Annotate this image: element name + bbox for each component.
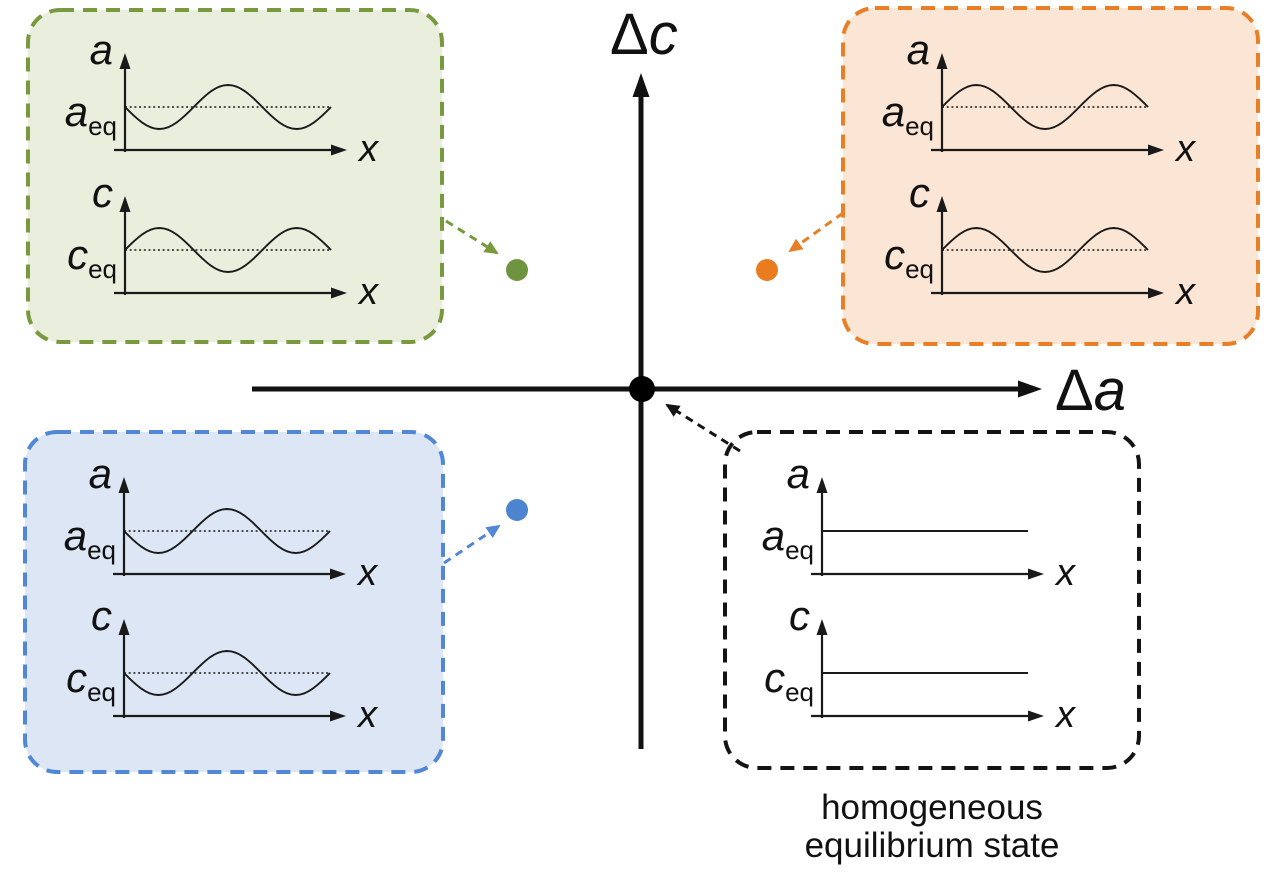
- blue-panel-c-plot: c ceq x: [66, 592, 379, 736]
- mini-y-axis-label: c: [91, 592, 112, 639]
- mini-x-axis-label: x: [1054, 694, 1077, 736]
- mini-eq-label: aeq: [762, 512, 814, 565]
- mini-x-axis-arrowhead: [331, 144, 347, 156]
- green-panel: [26, 8, 444, 344]
- mini-plot: c ceq x: [67, 169, 380, 313]
- orange-panel: [841, 6, 1260, 346]
- orange-panel-a-plot: a aeq x: [882, 26, 1197, 170]
- equilibrium-panel-a-plot: a aeq x: [762, 450, 1077, 594]
- mini-x-axis-arrowhead: [1148, 144, 1164, 156]
- equilibrium-caption-line2: equilibrium state: [805, 826, 1060, 865]
- delta-c-axis-arrowhead: [632, 73, 650, 97]
- mini-eq-label: ceq: [67, 231, 117, 284]
- mini-x-axis-label: x: [357, 271, 380, 313]
- blue-panel: [23, 430, 445, 774]
- mini-y-axis-arrowhead: [936, 53, 948, 69]
- mini-y-axis-arrowhead: [119, 196, 131, 212]
- mini-signal-curve: [123, 508, 331, 554]
- mini-eq-label: aeq: [65, 88, 117, 141]
- green-panel-c-plot: c ceq x: [67, 169, 380, 313]
- orange-state-dot: [756, 259, 778, 281]
- green-pointer-arrow: [445, 219, 499, 255]
- mini-x-axis-label: x: [1174, 128, 1197, 170]
- mini-y-axis-arrowhead: [119, 53, 131, 69]
- mini-eq-label: ceq: [764, 654, 814, 707]
- blue-pointer-arrow: [443, 524, 501, 565]
- orange-panel-c-plot: c ceq x: [884, 169, 1197, 313]
- mini-y-axis-label: a: [90, 26, 113, 73]
- mini-x-axis-arrowhead: [1148, 287, 1164, 299]
- mini-x-axis-label: x: [1174, 271, 1197, 313]
- mini-x-axis-arrowhead: [1028, 710, 1044, 722]
- mini-x-axis-label: x: [1054, 552, 1077, 594]
- mini-y-axis-label: c: [909, 169, 930, 216]
- blue-panel-a-plot: a aeq x: [64, 450, 379, 594]
- mini-signal-curve: [941, 84, 1149, 130]
- mini-plot: c ceq x: [884, 169, 1197, 313]
- mini-y-axis-label: c: [789, 592, 810, 639]
- delta-c-axis-label: Δc: [610, 2, 678, 67]
- mini-x-axis-arrowhead: [331, 287, 347, 299]
- mini-y-axis-label: a: [89, 450, 112, 497]
- origin-dot: [629, 376, 655, 402]
- mini-plot: a aeq x: [882, 26, 1197, 170]
- mini-eq-label: aeq: [882, 88, 934, 141]
- mini-x-axis-label: x: [356, 552, 379, 594]
- mini-y-axis-arrowhead: [936, 196, 948, 212]
- mini-y-axis-arrowhead: [816, 619, 828, 635]
- mini-plot: c ceq x: [66, 592, 379, 736]
- mini-x-axis-arrowhead: [330, 568, 346, 580]
- mini-plot: a aeq x: [65, 26, 380, 170]
- mini-eq-label: ceq: [884, 231, 934, 284]
- mini-y-axis-arrowhead: [118, 477, 130, 493]
- green-state-dot: [506, 259, 528, 281]
- mini-signal-curve: [124, 84, 332, 130]
- mini-y-axis-arrowhead: [816, 477, 828, 493]
- mini-signal-curve: [124, 227, 332, 273]
- mini-signal-curve: [941, 227, 1149, 273]
- delta-a-axis-label: Δa: [1055, 358, 1126, 423]
- mini-plot: c ceq x: [764, 592, 1077, 736]
- delta-a-axis-arrowhead: [1018, 380, 1042, 398]
- mini-y-axis-label: a: [907, 26, 930, 73]
- equilibrium-panel: [723, 430, 1141, 770]
- mini-x-axis-label: x: [356, 694, 379, 736]
- orange-pointer-arrow: [788, 211, 844, 253]
- equilibrium-panel-c-plot: c ceq x: [764, 592, 1077, 736]
- mini-x-axis-arrowhead: [1028, 568, 1044, 580]
- mini-y-axis-label: c: [92, 169, 113, 216]
- mini-eq-label: aeq: [64, 512, 116, 565]
- mini-plot: a aeq x: [64, 450, 379, 594]
- mini-eq-label: ceq: [66, 654, 116, 707]
- blue-state-dot: [506, 499, 528, 521]
- mini-x-axis-arrowhead: [330, 710, 346, 722]
- mini-y-axis-label: a: [787, 450, 810, 497]
- black-pointer-arrow: [665, 403, 741, 453]
- mini-x-axis-label: x: [357, 128, 380, 170]
- equilibrium-caption-line1: homogeneous: [821, 788, 1043, 827]
- mini-signal-curve: [123, 650, 331, 696]
- mini-y-axis-arrowhead: [118, 619, 130, 635]
- green-panel-a-plot: a aeq x: [65, 26, 380, 170]
- mini-plot: a aeq x: [762, 450, 1077, 594]
